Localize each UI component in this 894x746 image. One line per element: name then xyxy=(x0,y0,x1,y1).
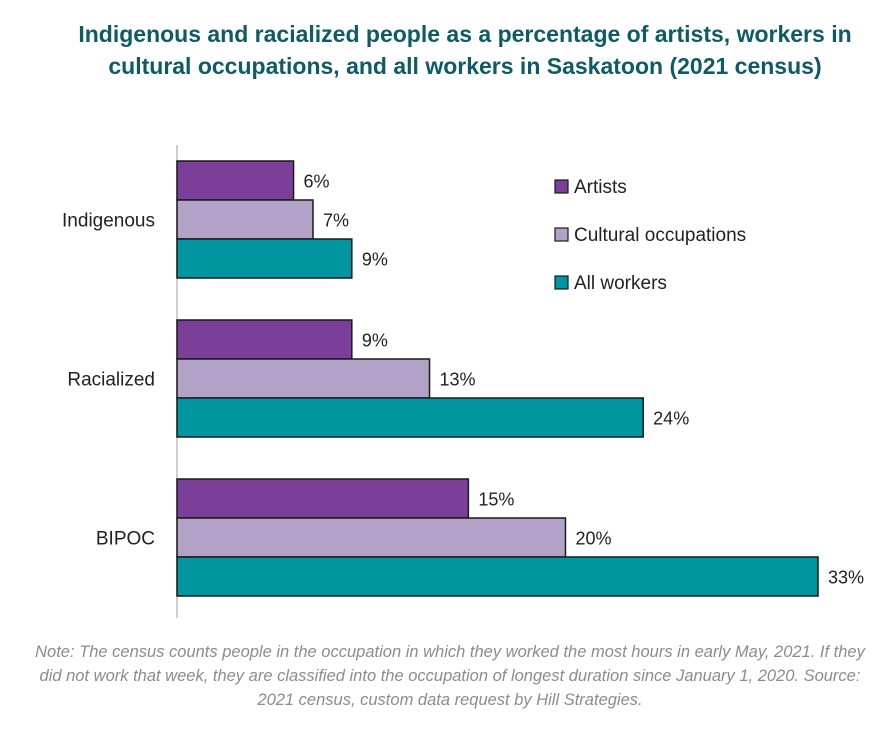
bar xyxy=(176,199,314,240)
bar-chart: Indigenous 6% 7% 9% Racialized 9% 13% 24% BIPOC 1… xyxy=(62,145,864,618)
category-label: BIPOC xyxy=(96,529,155,550)
legend-label: Cultural occupations xyxy=(574,225,746,246)
bar xyxy=(176,397,644,438)
data-label: 15% xyxy=(478,490,514,510)
bar xyxy=(176,319,353,360)
data-label: 9% xyxy=(362,250,388,270)
bar xyxy=(176,358,431,399)
data-label: 7% xyxy=(323,211,349,231)
data-label: 33% xyxy=(828,568,864,588)
legend-swatch xyxy=(554,227,569,242)
bar xyxy=(176,556,819,597)
data-label: 20% xyxy=(575,529,611,549)
bar xyxy=(176,478,470,519)
legend-swatch xyxy=(554,275,569,290)
legend-label: All workers xyxy=(574,273,667,294)
bar xyxy=(176,238,353,279)
bar xyxy=(176,160,295,201)
chart-title: Indigenous and racialized people as a pe… xyxy=(78,21,852,79)
data-label: 24% xyxy=(653,409,689,429)
category-label: Indigenous xyxy=(62,211,155,232)
data-label: 6% xyxy=(304,172,330,192)
data-label: 13% xyxy=(440,370,476,390)
chart-note: Note: The census counts people in the oc… xyxy=(35,643,865,709)
data-label: 9% xyxy=(362,331,388,351)
category-label: Racialized xyxy=(67,370,155,391)
bar xyxy=(176,517,567,558)
legend-label: Artists xyxy=(574,177,627,198)
legend-swatch xyxy=(554,179,569,194)
